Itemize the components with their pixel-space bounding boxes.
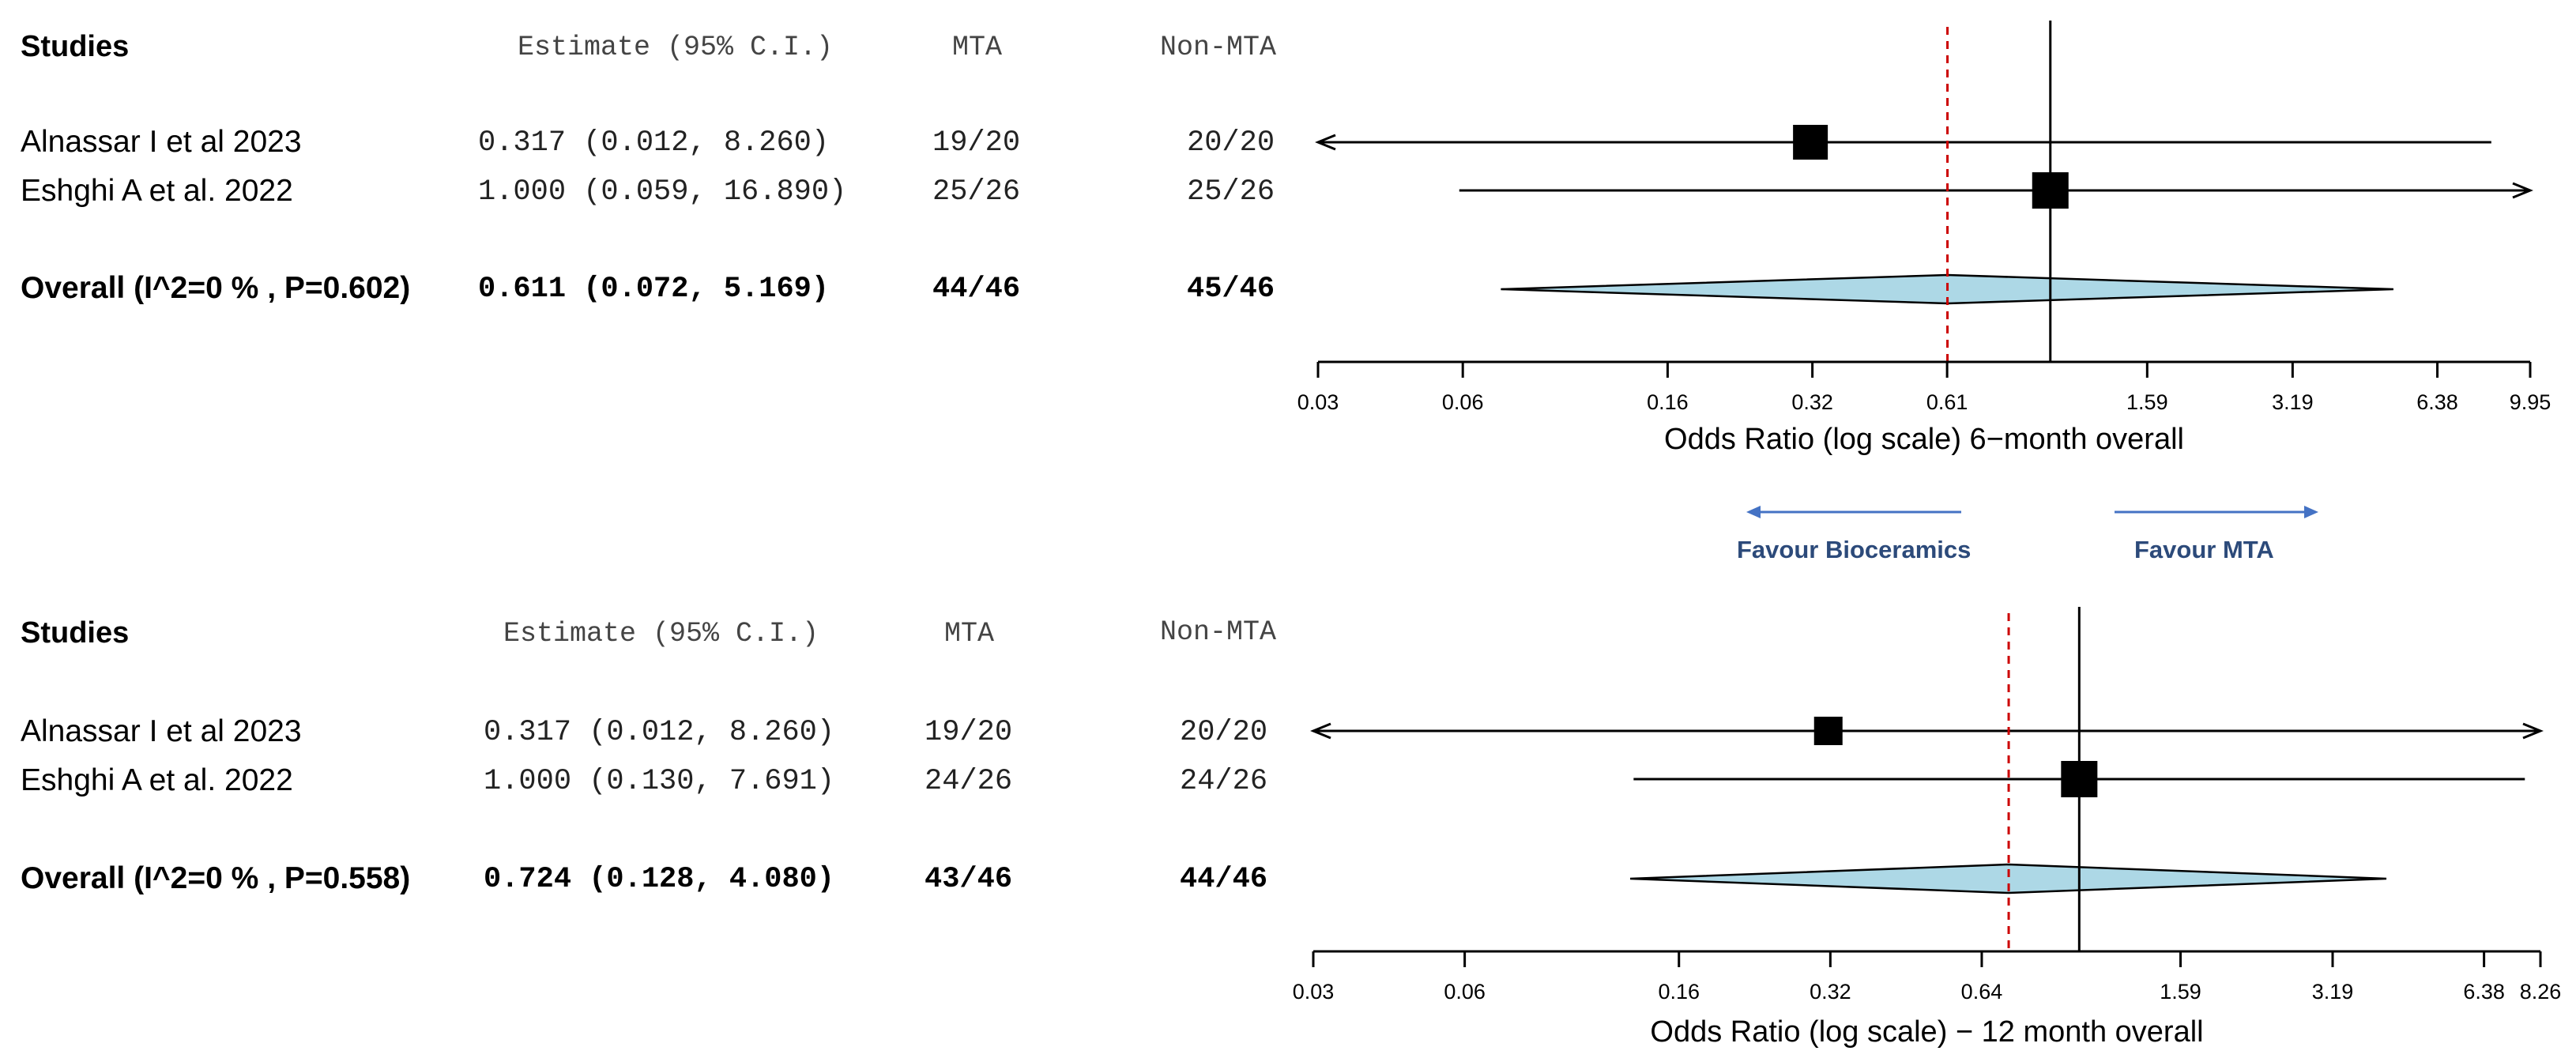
x-axis-label: Odds Ratio (log scale) 6−month overall: [1664, 423, 2184, 456]
overall-non-mta-count: 44/46: [1180, 863, 1268, 896]
overall-mta-count: 44/46: [932, 273, 1021, 306]
x-tick-label: 1.59: [2126, 390, 2168, 414]
favour-bioceramics-arrowhead: [1746, 506, 1761, 518]
x-tick-label: 0.06: [1444, 980, 1486, 1004]
x-tick-label: 3.19: [2312, 980, 2354, 1004]
non-mta-header: Non-MTA: [1160, 32, 1277, 63]
point-estimate-box: [1813, 717, 1843, 745]
study-estimate: 1.000 (0.059, 16.890): [478, 175, 847, 209]
overall-label: Overall (I^2=0 % , P=0.602): [21, 271, 411, 305]
study-estimate: 0.317 (0.012, 8.260): [484, 716, 835, 749]
x-tick-label: 0.16: [1647, 390, 1689, 414]
study-non-mta-count: 24/26: [1180, 765, 1268, 798]
study-mta-count: 19/20: [925, 716, 1013, 749]
ci-arrow-right: [2522, 722, 2544, 740]
study-name: Alnassar I et al 2023: [21, 125, 302, 159]
x-axis-label: Odds Ratio (log scale) − 12 month overal…: [1650, 1015, 2203, 1049]
x-tick-label: 9.95: [2510, 390, 2552, 414]
non-mta-header: Non-MTA: [1160, 616, 1277, 648]
estimate-header: Estimate (95% C.I.): [518, 32, 834, 63]
study-name: Eshghi A et al. 2022: [21, 763, 293, 797]
overall-estimate: 0.611 (0.072, 5.169): [478, 273, 830, 306]
study-mta-count: 24/26: [925, 765, 1013, 798]
study-mta-count: 19/20: [932, 126, 1021, 160]
ci-arrow-left: [1310, 722, 1331, 740]
x-tick-label: 0.64: [1961, 980, 2003, 1004]
study-estimate: 0.317 (0.012, 8.260): [478, 126, 830, 160]
estimate-header: Estimate (95% C.I.): [503, 618, 819, 650]
overall-diamond: [1630, 863, 2387, 894]
study-name: Eshghi A et al. 2022: [21, 174, 293, 208]
mta-header: MTA: [952, 32, 1003, 63]
x-tick-label: 6.38: [2416, 390, 2458, 414]
favour-bioceramics-label: Favour Bioceramics: [1737, 536, 1972, 563]
x-tick-label: 0.32: [1791, 390, 1833, 414]
favour-mta-arrowhead: [2304, 506, 2318, 518]
studies-header: Studies: [21, 30, 130, 63]
study-non-mta-count: 20/20: [1187, 126, 1275, 160]
study-mta-count: 25/26: [932, 175, 1021, 209]
study-name: Alnassar I et al 2023: [21, 714, 302, 748]
x-tick-label: 0.06: [1442, 390, 1484, 414]
x-tick-label: 0.61: [1926, 390, 1968, 414]
x-tick-label: 0.32: [1810, 980, 1851, 1004]
study-non-mta-count: 25/26: [1187, 175, 1275, 209]
ci-arrow-right: [2512, 182, 2533, 199]
x-tick-label: 0.03: [1297, 390, 1339, 414]
overall-mta-count: 43/46: [925, 863, 1013, 896]
study-estimate: 1.000 (0.130, 7.691): [484, 765, 835, 798]
point-estimate-box: [1793, 125, 1828, 160]
x-tick-label: 8.26: [2520, 980, 2562, 1004]
favour-mta-label: Favour MTA: [2134, 536, 2274, 563]
x-tick-label: 0.03: [1293, 980, 1335, 1004]
overall-non-mta-count: 45/46: [1187, 273, 1275, 306]
x-tick-label: 0.16: [1658, 980, 1700, 1004]
x-tick-label: 1.59: [2160, 980, 2201, 1004]
mta-header: MTA: [944, 618, 995, 650]
x-tick-label: 3.19: [2272, 390, 2314, 414]
study-non-mta-count: 20/20: [1180, 716, 1268, 749]
ci-arrow-left: [1315, 134, 1336, 151]
overall-label: Overall (I^2=0 % , P=0.558): [21, 861, 411, 895]
x-tick-label: 6.38: [2463, 980, 2505, 1004]
studies-header: Studies: [21, 616, 130, 650]
overall-estimate: 0.724 (0.128, 4.080): [484, 863, 835, 896]
